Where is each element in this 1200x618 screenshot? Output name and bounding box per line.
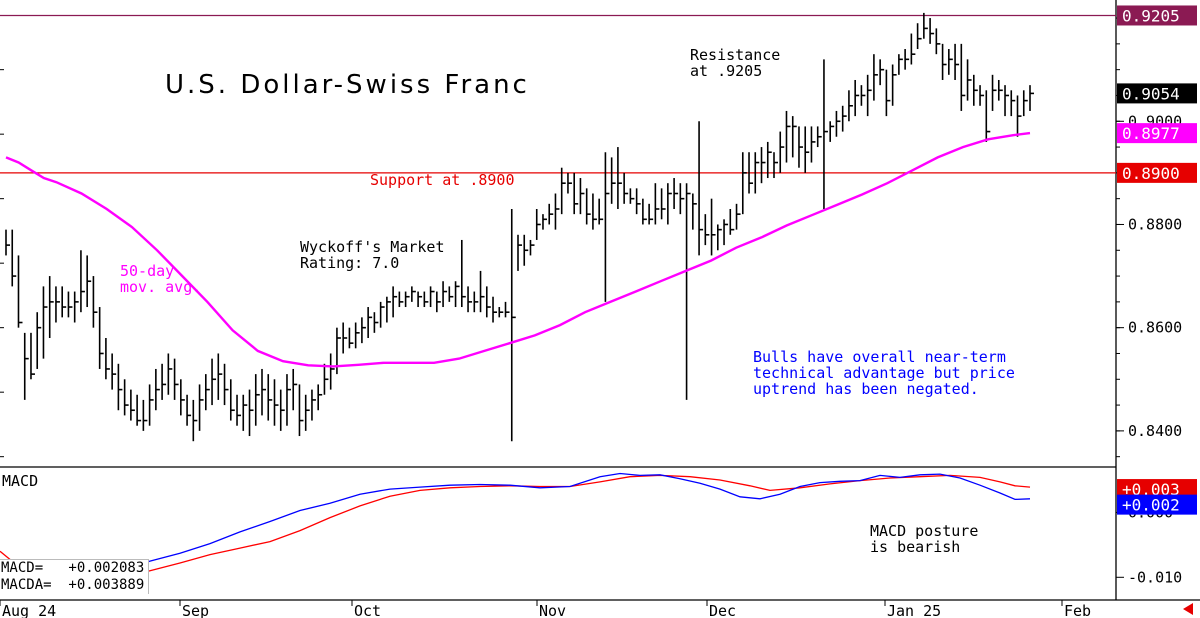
macd-tick-label: -0.010 xyxy=(1128,568,1182,586)
moving-average-value-box xyxy=(1117,123,1197,144)
price-value-boxes: 0.9205 0.9054 0.8977 0.8900 +0.003+0.002 xyxy=(1117,5,1197,515)
outlook-annotation: Bulls have overall near-term technical ad… xyxy=(753,348,1015,398)
month-label: Dec xyxy=(709,602,736,618)
month-label: Sep xyxy=(182,602,209,618)
moving-average-value-label: 0.8977 xyxy=(1122,124,1180,143)
macd-readout-value: MACD= +0.002083 xyxy=(1,560,145,576)
last-price-box xyxy=(1117,83,1197,104)
macd-line xyxy=(0,472,1031,585)
macda-readout-value: MACDA= +0.003889 xyxy=(1,577,145,593)
resistance-value-box xyxy=(1117,5,1197,26)
resistance-annotation: Resistance at .9205 xyxy=(690,46,780,80)
price-bars xyxy=(5,12,1034,442)
time-axis: Aug 24 Sep Oct Nov Dec Jan 25 Feb xyxy=(0,600,1091,618)
price-tick-label: 0.8400 xyxy=(1128,422,1182,440)
price-tick-label: 0.8600 xyxy=(1128,319,1182,337)
macda-value-box xyxy=(1117,479,1197,500)
macd-value-label: +0.002 xyxy=(1122,496,1180,515)
support-annotation: Support at .8900 xyxy=(370,171,515,189)
macd-readout: MACD= +0.002083 MACDA= +0.003889 xyxy=(0,559,150,594)
last-price-label: 0.9054 xyxy=(1122,84,1180,103)
macda-line xyxy=(0,474,1031,588)
macd-posture-annotation: MACD posture is bearish xyxy=(870,522,978,556)
chart-title: U.S. Dollar-Swiss Franc xyxy=(165,70,530,100)
price-tick-label: 0.8800 xyxy=(1128,215,1182,233)
month-label: Oct xyxy=(354,602,381,618)
moving-average-label: 50-day mov. avg. xyxy=(120,262,201,296)
macd-panel-title: MACD xyxy=(2,472,38,490)
macd-value-box xyxy=(1117,494,1197,515)
rating-annotation: Wyckoff's Market Rating: 7.0 xyxy=(300,238,445,272)
month-label: Jan 25 xyxy=(887,602,941,618)
moving-average-line xyxy=(5,131,1031,368)
scroll-left-arrow-icon[interactable] xyxy=(1183,603,1193,615)
support-value-label: 0.8900 xyxy=(1122,164,1180,183)
month-label: Feb xyxy=(1064,602,1091,618)
macda-value-label: +0.003 xyxy=(1122,480,1180,499)
month-label: Aug 24 xyxy=(2,602,56,618)
resistance-value-label: 0.9205 xyxy=(1122,6,1180,25)
month-label: Nov xyxy=(539,602,566,618)
support-value-box xyxy=(1117,162,1197,183)
